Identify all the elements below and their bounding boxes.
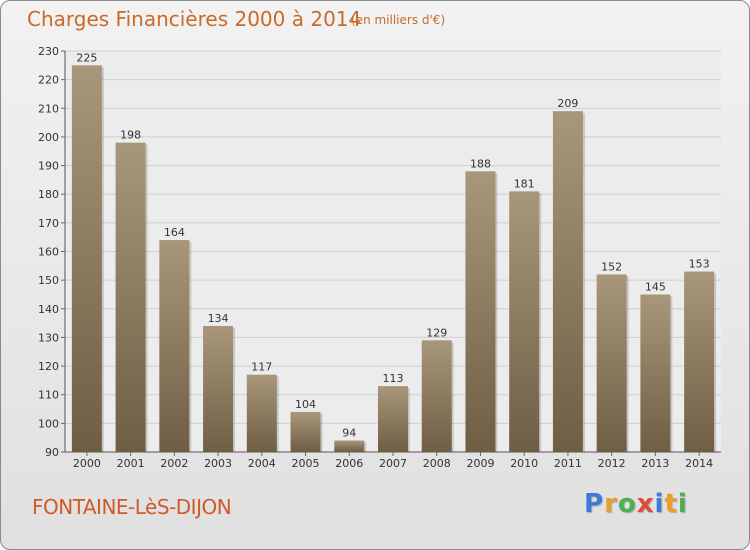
y-tick-label: 220 <box>38 74 59 87</box>
x-tick-label: 2013 <box>641 457 669 470</box>
logo-letter: P <box>584 489 605 519</box>
logo-letter: o <box>617 489 637 519</box>
bar-value-label: 164 <box>164 226 185 239</box>
x-tick-label: 2010 <box>510 457 538 470</box>
bar-value-label: 152 <box>601 260 622 273</box>
bar <box>71 65 102 453</box>
bar-value-label: 145 <box>645 280 666 293</box>
bar <box>334 440 365 452</box>
y-tick-label: 170 <box>38 217 59 230</box>
bar-value-label: 225 <box>76 51 97 64</box>
bar-value-label: 153 <box>689 258 710 271</box>
y-tick-label: 200 <box>38 131 59 144</box>
bar <box>465 171 496 453</box>
bar <box>290 411 321 452</box>
y-tick-label: 110 <box>38 389 59 402</box>
x-tick-label: 2004 <box>248 457 276 470</box>
x-tick-label: 2002 <box>160 457 188 470</box>
bar-value-label: 134 <box>208 312 229 325</box>
bar <box>378 386 408 452</box>
y-tick-label: 90 <box>45 446 59 459</box>
x-tick-label: 2006 <box>335 457 363 470</box>
bar <box>203 325 234 452</box>
y-tick-label: 190 <box>38 160 59 173</box>
y-tick-label: 180 <box>38 188 59 201</box>
bar <box>640 294 671 452</box>
x-tick-label: 2000 <box>73 457 101 470</box>
bar-value-label: 117 <box>251 361 272 374</box>
bar-value-label: 129 <box>426 326 447 339</box>
y-tick-label: 210 <box>38 102 59 115</box>
bar-value-label: 104 <box>295 398 316 411</box>
bar <box>509 191 540 452</box>
logo-letter: i <box>677 489 688 519</box>
y-tick-label: 120 <box>38 360 59 373</box>
logo-letter: x <box>636 489 655 519</box>
bar-chart: 90 100 110 120 130 140 150 160 170 180 190 200 210 22… <box>38 45 721 470</box>
bars <box>71 65 717 453</box>
x-tick-label: 2005 <box>292 457 320 470</box>
bar <box>246 374 277 452</box>
bar <box>159 240 190 452</box>
logo-letter: i <box>654 489 665 519</box>
x-tick-label: 2009 <box>466 457 494 470</box>
bar <box>684 271 715 452</box>
bar-value-label: 198 <box>120 129 141 142</box>
chart-title: Charges Financières 2000 à 2014 <box>27 7 362 31</box>
logo-letter: t <box>664 489 678 519</box>
labels: 90 100 110 120 130 140 150 160 170 180 190 200 210 22… <box>38 45 713 470</box>
bar <box>552 111 583 453</box>
x-tick-label: 2003 <box>204 457 232 470</box>
bar-value-label: 209 <box>557 97 578 110</box>
x-tick-label: 2008 <box>423 457 451 470</box>
y-tick-label: 230 <box>38 45 59 58</box>
bar <box>115 142 146 452</box>
x-tick-label: 2001 <box>117 457 145 470</box>
y-tick-label: 140 <box>38 303 59 316</box>
bar-value-label: 113 <box>383 372 404 385</box>
proxiti-logo[interactable]: Proxiti <box>584 489 688 519</box>
location-name: FONTAINE-LèS-DIJON <box>32 495 232 519</box>
x-tick-label: 2007 <box>379 457 407 470</box>
y-tick-label: 160 <box>38 246 59 259</box>
x-tick-label: 2012 <box>598 457 626 470</box>
bar <box>596 274 627 452</box>
y-tick-label: 150 <box>38 274 59 287</box>
bar-value-label: 188 <box>470 157 491 170</box>
bar <box>421 340 452 452</box>
bar-value-label: 94 <box>342 427 356 440</box>
logo-letter: r <box>604 489 618 519</box>
y-tick-label: 130 <box>38 331 59 344</box>
y-tick-label: 100 <box>38 417 59 430</box>
x-tick-label: 2011 <box>554 457 582 470</box>
x-tick-label: 2014 <box>685 457 713 470</box>
bar-value-label: 181 <box>514 177 535 190</box>
chart-unit: (en milliers d'€) <box>351 13 446 27</box>
